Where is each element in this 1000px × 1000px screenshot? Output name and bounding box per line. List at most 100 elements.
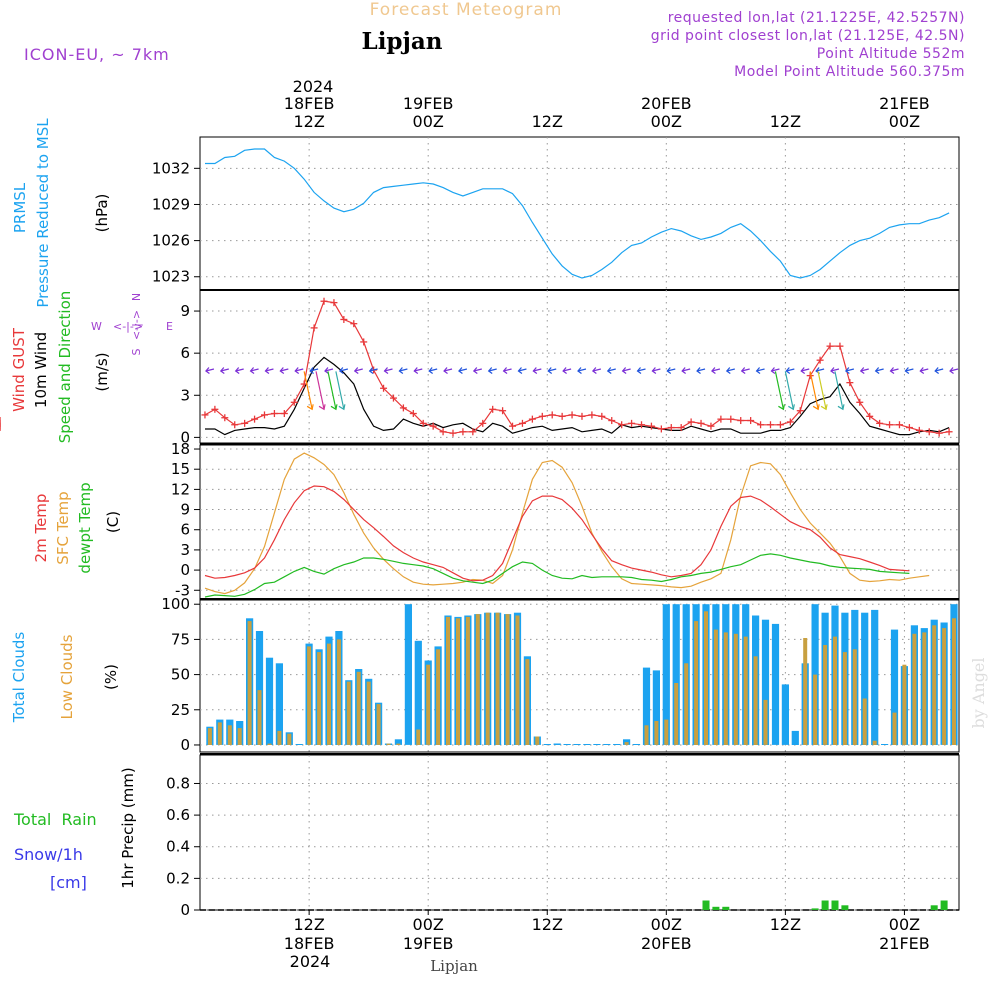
low-cloud-bar [495, 612, 500, 745]
total-cloud-bar [890, 629, 899, 745]
low-cloud-bar [644, 725, 649, 745]
wind-gust-line-marker [251, 415, 259, 423]
wind-gust-line-marker [280, 410, 288, 418]
total-cloud-bar [553, 743, 561, 745]
compass-we-arrow: <-|-> [113, 320, 143, 333]
wind-direction-arrow [532, 367, 542, 374]
total-cloud-bar [871, 609, 879, 745]
low-cloud-bar [912, 633, 917, 745]
low-cloud-bar [942, 628, 947, 745]
low-cloud-bar [525, 659, 530, 745]
low-clouds-label: Low Clouds [58, 634, 76, 719]
temp-unit: (C) [104, 511, 122, 533]
wind-direction-arrow [547, 367, 557, 374]
pressure-unit: (hPa) [93, 194, 111, 233]
wind-gust-line-marker [687, 418, 695, 426]
low-cloud-bar [416, 729, 421, 745]
grid-point-coords: grid point closest lon,lat (21.125E, 42.… [651, 28, 965, 44]
wind-gust-line-marker [469, 428, 477, 436]
bottom-day-label: 18FEB [284, 934, 335, 953]
low-cloud-bar [475, 614, 480, 745]
wind-direction-arrow [651, 367, 661, 374]
rain-bar [712, 906, 720, 910]
wind-direction-arrow [338, 367, 349, 374]
top-hour-label: 12Z [532, 112, 563, 131]
total-cloud-bar [583, 744, 591, 745]
compass-ns-arrow: <-|-> [130, 310, 143, 340]
wind-gust-line-marker [895, 421, 903, 429]
wind-gust-line-marker [479, 419, 487, 427]
wind-gust-line-marker [201, 411, 209, 419]
wind-gust-line-marker [330, 299, 338, 307]
wind-gust-line-marker [945, 428, 953, 436]
total-cloud-bar [593, 744, 601, 745]
y-tick-label: 9 [180, 501, 190, 519]
y-tick-label: -3 [175, 581, 190, 599]
low-cloud-bar [654, 721, 659, 745]
y-tick-label: 1032 [152, 159, 190, 177]
low-cloud-bar [823, 645, 828, 745]
low-cloud-bar [743, 636, 748, 745]
y-tick-label: 1023 [152, 268, 190, 286]
total-cloud-bar [295, 744, 303, 745]
low-cloud-bar [952, 618, 956, 745]
precip-panel-frame [199, 754, 960, 911]
temp-2m-line [204, 485, 910, 582]
model-point-altitude: Model Point Altitude 560.375m [734, 64, 965, 80]
low-cloud-bar [862, 698, 867, 745]
low-cloud-bar [465, 616, 470, 745]
wind-direction-arrow [234, 367, 244, 374]
low-cloud-bar [456, 618, 460, 745]
low-cloud-bar [436, 649, 441, 745]
y-tick-label: 6 [180, 344, 190, 362]
low-cloud-bar [713, 629, 718, 745]
low-cloud-bar [833, 636, 837, 745]
compass-s-label: S [130, 348, 143, 355]
wind-direction-arrow [517, 367, 527, 374]
wind-direction-arrow [621, 367, 631, 374]
total-cloud-bar [632, 744, 641, 745]
wind-gust-line-marker [499, 407, 507, 415]
wind-gust-direction-arrow [809, 371, 820, 411]
y-tick-label: 6 [180, 521, 190, 539]
wind-gust-label: Wind GUST [10, 327, 28, 412]
wind-direction-arrow [874, 367, 884, 374]
wind-gust-direction-arrow [774, 371, 786, 411]
wind-gust-line-marker [211, 405, 219, 413]
low-cloud-bar [723, 632, 728, 745]
plot-layer [0, 148, 959, 911]
low-cloud-bar [257, 690, 262, 745]
total-cloud-bar [613, 744, 621, 745]
low-cloud-bar [852, 649, 857, 745]
wind-gust-direction-arrow [335, 371, 346, 411]
low-cloud-bar [674, 683, 679, 745]
wind-gust-line-marker [935, 429, 943, 437]
wind-direction-arrow [353, 367, 363, 374]
wind-gust-line-marker [429, 422, 437, 430]
total-cloud-bar [642, 667, 651, 745]
top-hour-label: 00Z [651, 112, 682, 131]
top-year-label: 2024 [293, 77, 334, 96]
y-tick-label: 1029 [152, 195, 190, 213]
low-cloud-bar [664, 719, 669, 745]
low-cloud-bar [376, 704, 381, 745]
low-cloud-bar [902, 664, 907, 745]
wind-direction-arrow [294, 367, 304, 374]
total-clouds-label: Total Clouds [10, 632, 28, 724]
wind-direction-arrow [606, 367, 616, 374]
rain-bar [722, 906, 730, 910]
y-tick-label: 12 [171, 480, 190, 498]
rain-label: Total Rain [13, 810, 97, 829]
wind-gust-line-marker [915, 426, 923, 434]
meteogram-title: Forecast Meteogram [370, 0, 563, 20]
low-cloud-bar [267, 743, 272, 745]
wind-10m-line [205, 356, 950, 436]
wind-direction-arrow [577, 367, 587, 374]
y-tick-label: 9 [180, 302, 190, 320]
wind-gust-line-marker [320, 297, 328, 305]
wind-gust-line-marker [727, 415, 735, 423]
total-cloud-bar [573, 744, 581, 745]
wind-direction-arrow [904, 367, 914, 374]
